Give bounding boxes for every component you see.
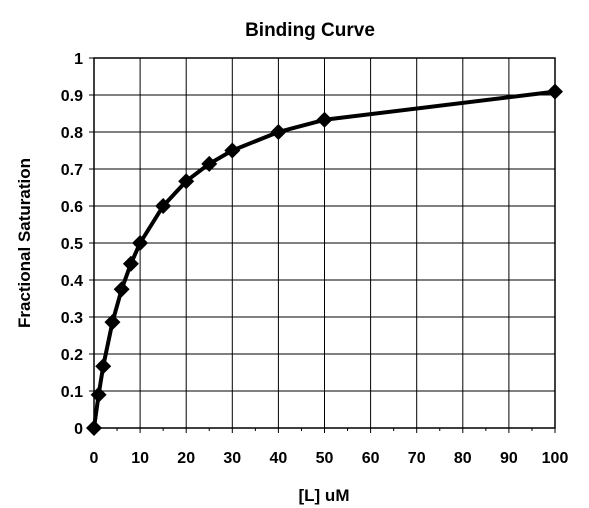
- data-point: [155, 198, 172, 214]
- data-point: [90, 386, 107, 403]
- data-point: [224, 142, 241, 159]
- data-point: [178, 173, 195, 190]
- x-tick-label: 40: [270, 450, 288, 467]
- data-point: [104, 314, 121, 331]
- y-tick-label: 0.7: [61, 162, 83, 179]
- y-axis-label: Fractional Saturation: [15, 158, 34, 328]
- y-tick-label: 0.1: [61, 384, 83, 401]
- y-tick-label: 0.4: [61, 273, 83, 290]
- y-tick-label: 0.8: [61, 125, 83, 142]
- x-tick-label: 60: [362, 450, 380, 467]
- x-tick-label: 0: [90, 450, 99, 467]
- data-point: [86, 420, 102, 436]
- series-line: [92, 89, 557, 430]
- y-tick-label: 0.5: [61, 236, 83, 253]
- y-tick-label: 1: [74, 51, 83, 68]
- y-tick-label: 0.3: [61, 310, 83, 327]
- data-point: [95, 358, 112, 375]
- x-tick-label: 90: [500, 450, 518, 467]
- data-point: [316, 111, 333, 128]
- data-point: [201, 155, 218, 172]
- series-group: [86, 83, 563, 436]
- x-tick-label: 20: [177, 450, 195, 467]
- data-point: [122, 255, 139, 272]
- x-axis-label: [L] uM: [299, 486, 350, 505]
- y-tick-label: 0.9: [61, 88, 83, 105]
- x-tick-label: 50: [316, 450, 334, 467]
- x-axis-ticks: 0 10 20 30 40 50 60 70 80 90 100: [90, 428, 569, 467]
- y-axis-ticks: 0 0.1 0.2 0.3 0.4 0.5 0.6 0.7 0.8 0.9 1: [61, 51, 94, 438]
- x-tick-label: 80: [454, 450, 472, 467]
- x-tick-label: 100: [542, 450, 569, 467]
- data-point: [547, 83, 563, 100]
- data-point: [113, 281, 130, 298]
- chart-title: Binding Curve: [245, 20, 375, 41]
- y-tick-label: 0: [74, 421, 83, 438]
- y-tick-label: 0.6: [61, 199, 83, 216]
- x-tick-label: 10: [131, 450, 149, 467]
- x-tick-label: 30: [223, 450, 241, 467]
- y-tick-label: 0.2: [61, 347, 83, 364]
- data-point: [270, 124, 287, 140]
- x-tick-label: 70: [408, 450, 426, 467]
- data-point: [132, 235, 149, 251]
